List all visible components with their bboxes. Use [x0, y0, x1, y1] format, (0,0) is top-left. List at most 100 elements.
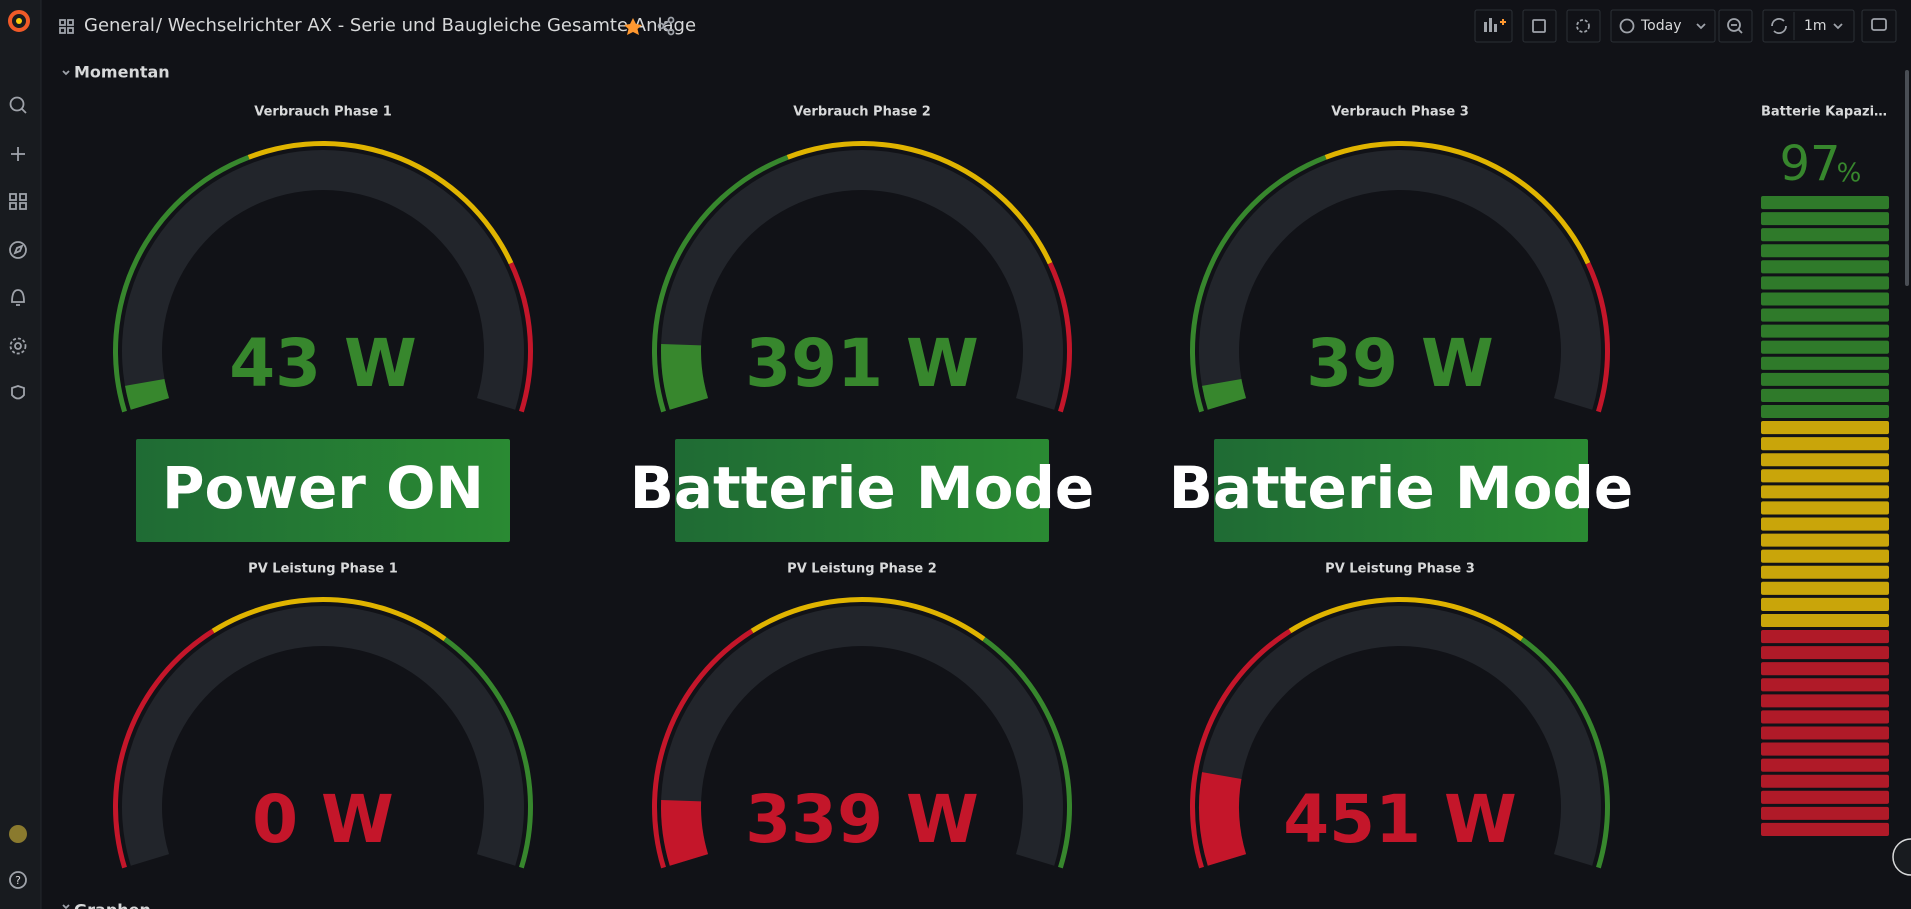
battery-cell — [1761, 517, 1889, 531]
battery-cell — [1761, 276, 1889, 290]
tv-mode-button[interactable] — [1861, 9, 1897, 43]
battery-cell — [1761, 726, 1889, 740]
threshold-arc — [1520, 637, 1611, 869]
gauge-track — [122, 150, 525, 410]
save-button[interactable] — [1522, 9, 1557, 43]
gauge-track — [122, 606, 524, 866]
gauge-track — [661, 150, 1063, 410]
gauge-fill — [125, 378, 170, 410]
battery-cell — [1761, 501, 1889, 515]
battery-cell — [1761, 710, 1889, 724]
chevron-down — [1833, 23, 1843, 30]
status-text: Batterie Mode — [630, 454, 1095, 522]
create-icon[interactable] — [11, 147, 25, 161]
add-panel-button[interactable] — [1474, 9, 1513, 43]
battery-cell — [1761, 324, 1889, 338]
battery-cell — [1761, 581, 1889, 595]
battery-cell — [1761, 678, 1889, 692]
chevron-down — [1696, 23, 1706, 30]
gauge-track — [1199, 150, 1602, 410]
battery-unit: % — [1837, 159, 1862, 189]
threshold-arc — [1585, 262, 1610, 413]
side-toggle[interactable] — [1892, 838, 1911, 876]
battery-cell — [1761, 485, 1889, 499]
battery-cell — [1761, 292, 1889, 306]
battery-cell — [1761, 630, 1889, 644]
search-icon[interactable] — [9, 96, 27, 114]
status-box — [136, 439, 510, 542]
battery-cell — [1761, 646, 1889, 660]
threshold-arc — [982, 637, 1072, 869]
gauge-value: 451 W — [1283, 781, 1517, 858]
battery-cell — [1761, 308, 1889, 322]
status-text: Power ON — [162, 454, 484, 522]
battery-cell — [1761, 212, 1889, 226]
breadcrumb-icon — [59, 19, 74, 34]
clock-icon — [1619, 18, 1635, 34]
gauge-value: 391 W — [745, 325, 979, 402]
help-icon[interactable]: ? — [9, 871, 27, 889]
battery-cell — [1761, 806, 1889, 820]
gauge-track — [661, 606, 1063, 866]
configuration-icon[interactable] — [9, 337, 27, 355]
gauges: Verbrauch Phase 1 43 W Verbrauch Phase 2 39… — [112, 105, 1634, 869]
threshold-arc — [508, 262, 533, 413]
threshold-arc — [1190, 628, 1292, 869]
alerting-icon[interactable] — [11, 289, 25, 306]
battery-cell — [1761, 533, 1889, 547]
panel-title: Verbrauch Phase 2 — [793, 105, 931, 120]
refresh-picker[interactable] — [1762, 9, 1855, 43]
settings-button[interactable] — [1566, 9, 1601, 43]
scrollbar[interactable] — [1905, 70, 1909, 286]
status-text: Batterie Mode — [1169, 454, 1634, 522]
battery-cell — [1761, 742, 1889, 756]
battery-cell — [1761, 356, 1889, 370]
gauge-value: 0 W — [252, 781, 394, 858]
explore-icon[interactable] — [9, 241, 27, 259]
battery-cell — [1761, 565, 1889, 579]
gauge-value: 339 W — [745, 781, 979, 858]
time-range: Today — [1640, 18, 1682, 34]
battery-cell — [1761, 437, 1889, 451]
threshold-arc — [1288, 596, 1524, 642]
panel-title: Verbrauch Phase 1 — [254, 105, 392, 120]
zoom-out-button[interactable] — [1718, 9, 1753, 43]
row-chevron[interactable] — [62, 904, 70, 909]
battery-value: 97 — [1779, 136, 1840, 192]
grafana-logo[interactable] — [8, 10, 30, 32]
row-title[interactable]: Momentan — [74, 63, 170, 82]
admin-icon[interactable] — [11, 385, 25, 400]
battery-cell — [1761, 244, 1889, 258]
panel-title: PV Leistung Phase 2 — [787, 562, 937, 577]
favorite-star[interactable] — [624, 18, 642, 35]
gauge-track — [1198, 606, 1601, 866]
gauge-fill — [1198, 772, 1247, 866]
battery-cell — [1761, 597, 1889, 611]
refresh-icon — [1771, 18, 1787, 34]
panel-title: Verbrauch Phase 3 — [1331, 105, 1469, 120]
panel-title: PV Leistung Phase 3 — [1325, 562, 1475, 577]
breadcrumb-folder[interactable]: General — [84, 15, 155, 36]
threshold-arc — [112, 628, 215, 869]
gauge-value: 39 W — [1306, 325, 1494, 402]
battery-cell — [1761, 469, 1889, 483]
battery-cell — [1761, 404, 1889, 419]
dashboards-icon[interactable] — [9, 193, 27, 210]
user-avatar[interactable] — [9, 825, 27, 843]
help-mark: ? — [15, 874, 21, 887]
row-chevron[interactable] — [62, 70, 70, 76]
battery-cell — [1761, 228, 1889, 242]
battery-cell — [1761, 260, 1889, 274]
battery-cell — [1761, 421, 1889, 435]
save-icon — [1532, 19, 1546, 33]
share-icon[interactable] — [657, 16, 675, 36]
row-title[interactable]: Graphen — [74, 901, 151, 909]
battery-cell — [1761, 758, 1889, 772]
settings-icon — [1576, 19, 1590, 33]
time-picker[interactable] — [1610, 9, 1716, 43]
battery-bar — [1761, 196, 1889, 836]
sidebar — [0, 0, 41, 909]
battery-cell — [1761, 662, 1889, 676]
